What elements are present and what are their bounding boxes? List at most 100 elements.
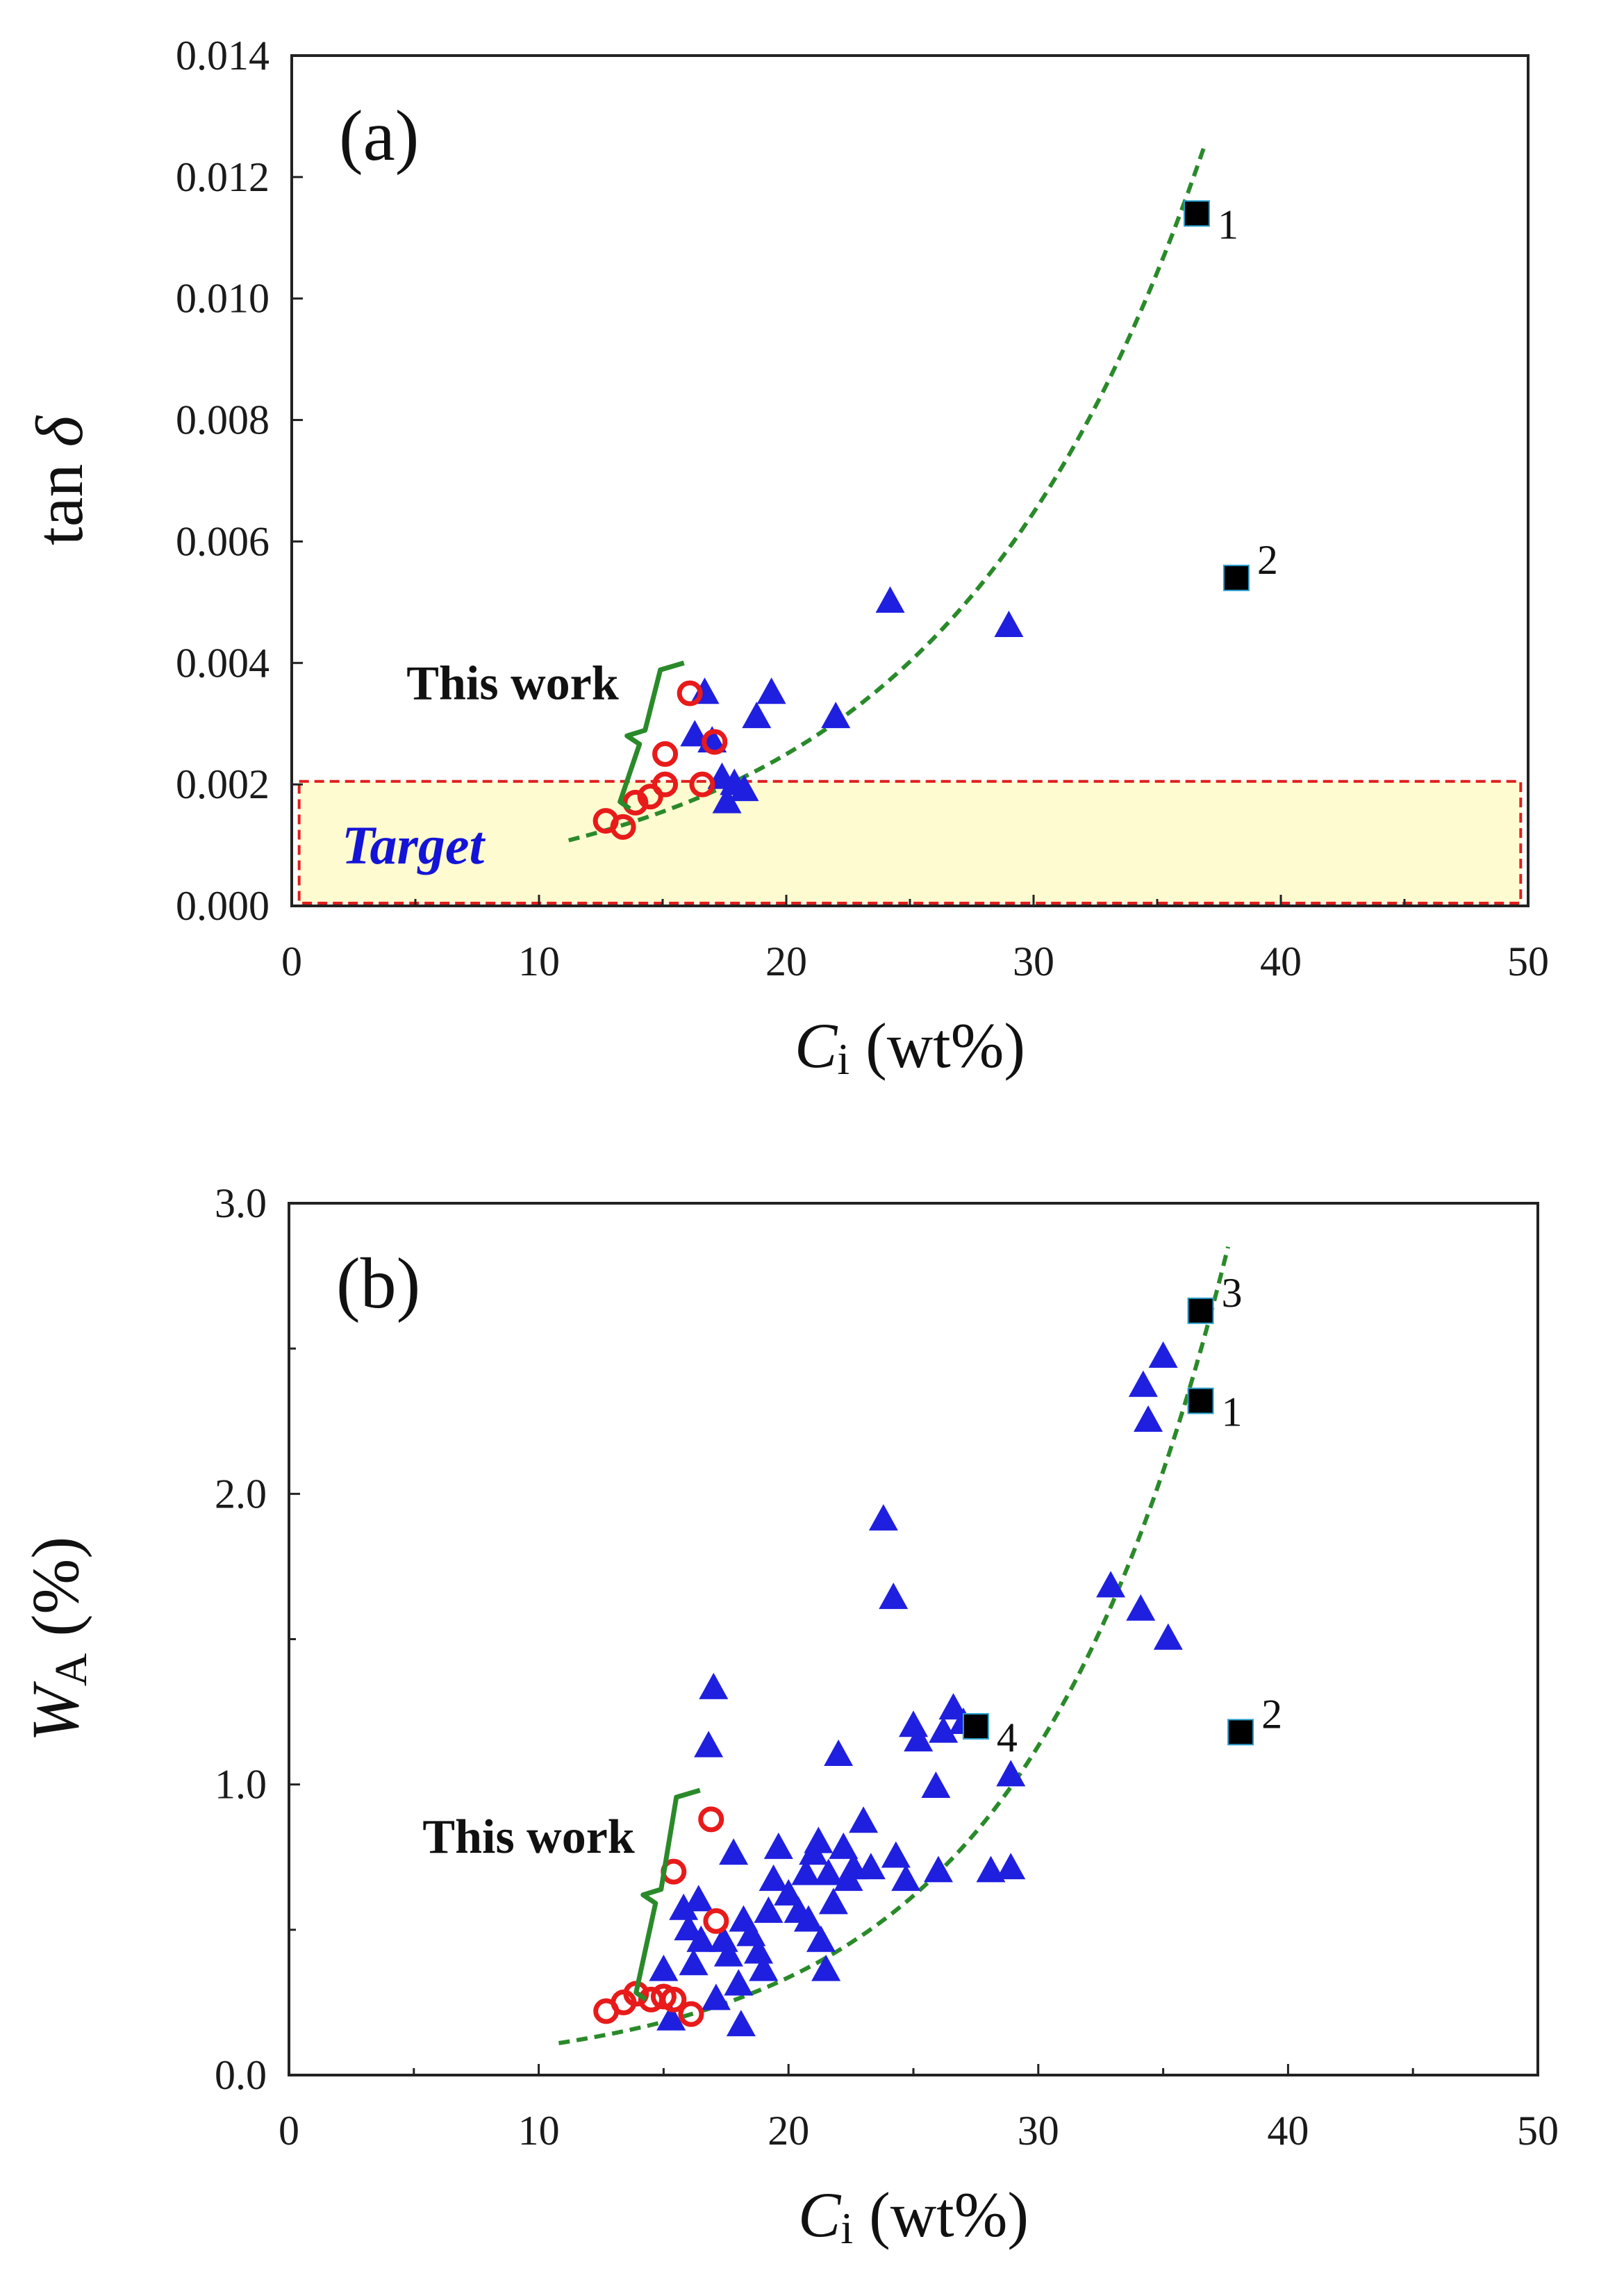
x-axis-unit: (wt%) [853, 2179, 1029, 2250]
triangle-point [724, 1969, 754, 1996]
triangle-point [656, 2004, 686, 2031]
circle-point [652, 771, 679, 798]
triangle-point [791, 1858, 821, 1885]
y-tick-label: 0.000 [176, 883, 270, 929]
panel-b: 0 10 20 30 40 50 0.0 1.0 2.0 3.0 Ci (wt%) WA (%) (b)… [18, 1180, 1559, 2253]
y-axis-unit: (%) [18, 1537, 92, 1653]
triangle-point [824, 1740, 854, 1767]
x-axis-symbol: C [798, 2179, 842, 2250]
triangle-point [811, 1954, 841, 1981]
triangle-point [793, 1905, 823, 1932]
triangle-point [742, 702, 772, 729]
y-tick-label: 0.006 [176, 518, 270, 564]
triangle-point [849, 1806, 879, 1833]
triangle-point [806, 1925, 836, 1952]
triangle-point [1153, 1623, 1183, 1650]
y-axis-symbol: δ [22, 415, 97, 447]
triangle-point [875, 586, 905, 613]
triangle-point [804, 1826, 834, 1853]
panel-label: (b) [336, 1244, 420, 1323]
y-axis-prefix: tan [22, 447, 97, 545]
triangle-point [649, 1954, 679, 1981]
triangle-point [996, 1760, 1026, 1787]
this-work-label: This work [406, 656, 618, 710]
circle-point [689, 771, 715, 798]
triangle-point [1134, 1405, 1163, 1432]
x-tick-label: 10 [518, 2108, 560, 2154]
x-axis-subscript: i [840, 2204, 853, 2253]
x-axis-subscript: i [837, 1034, 849, 1084]
circle-point [703, 1908, 729, 1934]
x-tick-label: 50 [1507, 939, 1549, 984]
triangle-point [759, 1864, 788, 1891]
triangle-point [923, 1856, 953, 1883]
triangle-point [756, 677, 786, 704]
x-axis-unit: (wt%) [849, 1010, 1025, 1081]
triangle-point [881, 1841, 911, 1868]
x-tick-label: 0 [279, 2108, 299, 2154]
y-tick-label: 1.0 [215, 1762, 267, 1808]
x-tick-label: 0 [281, 939, 302, 984]
triangle-point [694, 1731, 724, 1758]
triangle-point [683, 1885, 713, 1912]
y-tick-label: 2.0 [215, 1471, 267, 1517]
triangle-point [754, 1896, 784, 1923]
triangle-point [856, 1853, 886, 1880]
x-axis-title: Ci (wt%) [798, 2179, 1029, 2253]
point-label: 1 [1218, 201, 1238, 247]
triangle-point [1126, 1594, 1156, 1621]
triangle-point [829, 1832, 859, 1859]
triangle-point [868, 1504, 898, 1531]
point-label: 3 [1222, 1270, 1243, 1316]
triangle-point [679, 1949, 708, 1976]
x-tick-label: 20 [765, 939, 807, 984]
point-label: 2 [1261, 1691, 1282, 1737]
square-point [1227, 1719, 1254, 1746]
triangle-point [669, 1893, 699, 1920]
triangle-point [1148, 1341, 1178, 1368]
y-tick-label: 0.014 [176, 33, 270, 79]
x-tick-label: 40 [1267, 2108, 1309, 2154]
square-point [1187, 1297, 1214, 1324]
point-label: 2 [1257, 537, 1278, 583]
triangle-point [729, 775, 759, 802]
y-tick-label: 0.010 [176, 276, 270, 322]
x-tick-label: 40 [1260, 939, 1302, 984]
triangle-point [699, 1672, 729, 1699]
x-axis-symbol: C [795, 1010, 838, 1081]
triangle-point [904, 1725, 934, 1752]
circle-point [698, 1806, 724, 1833]
triangle-point [994, 611, 1024, 638]
x-tick-label: 20 [768, 2108, 809, 2154]
target-region [297, 779, 1523, 905]
target-label: Target [342, 815, 486, 875]
triangle-point [813, 1858, 843, 1885]
triangle-point [1096, 1571, 1126, 1598]
circle-point [678, 2001, 704, 2027]
point-label: 4 [997, 1715, 1018, 1760]
panel-label: (a) [339, 96, 419, 176]
y-tick-label: 0.008 [176, 397, 270, 443]
x-axis-title: Ci (wt%) [795, 1010, 1025, 1084]
y-tick-label: 0.002 [176, 761, 270, 807]
square-point [1183, 200, 1210, 227]
triangle-point [891, 1864, 921, 1891]
fit-curve [567, 146, 1207, 843]
circle-point [637, 784, 663, 810]
point-label: 1 [1222, 1389, 1243, 1435]
y-axis-title: WA (%) [18, 1537, 97, 1742]
triangle-point [929, 1716, 959, 1743]
triangle-point [726, 2010, 756, 2037]
circle-point [661, 1986, 687, 2013]
triangle-point [686, 1925, 716, 1952]
triangle-point [744, 1937, 774, 1964]
triangle-point [763, 1832, 793, 1859]
triangle-point [712, 786, 742, 813]
y-axis-symbol: W [18, 1680, 92, 1742]
triangle-point [774, 1878, 804, 1906]
triangle-point [1128, 1370, 1158, 1397]
y-tick-label: 0.0 [215, 2052, 267, 2098]
circle-point [610, 813, 636, 840]
